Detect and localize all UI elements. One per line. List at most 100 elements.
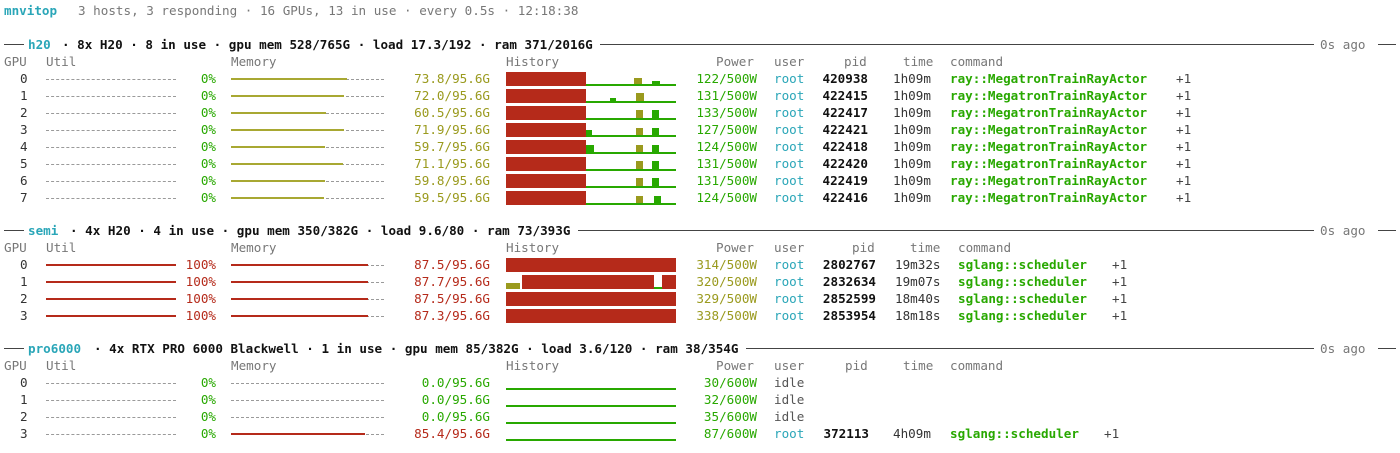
process-command[interactable]: ray::MegatronTrainRayActor — [950, 173, 1148, 188]
host-name: semi — [28, 223, 59, 238]
history-mark — [506, 89, 586, 103]
process-pid: 422420 — [822, 156, 869, 171]
gpu-index: 2 — [20, 291, 28, 306]
history-mark — [506, 422, 676, 424]
util-fill — [46, 298, 176, 300]
process-command[interactable]: sglang::scheduler — [950, 426, 1079, 441]
power-value: 131/500W — [696, 88, 757, 103]
host-name: h20 — [28, 37, 51, 52]
col-time: time — [903, 54, 934, 69]
gpu-index: 0 — [20, 257, 28, 272]
process-command[interactable]: ray::MegatronTrainRayActor — [950, 156, 1148, 171]
power-value: 35/600W — [703, 409, 757, 424]
user-name: root — [774, 105, 805, 120]
util-track — [46, 96, 176, 97]
util-track — [46, 417, 176, 418]
history-mark — [506, 140, 586, 154]
util-value: 0% — [200, 173, 216, 188]
user-name: root — [774, 426, 805, 441]
gpu-index: 2 — [20, 409, 28, 424]
gpu-index: 0 — [20, 375, 28, 390]
col-user: user — [774, 54, 805, 69]
process-pid: 2852599 — [822, 291, 876, 306]
power-value: 338/500W — [696, 308, 757, 323]
history-mark — [586, 135, 676, 137]
section-rule-right — [577, 230, 1314, 231]
process-command[interactable]: ray::MegatronTrainRayActor — [950, 71, 1148, 86]
history-mark — [586, 101, 676, 103]
col-command: command — [950, 54, 1004, 69]
col-power: Power — [716, 358, 754, 373]
history-mark — [652, 178, 659, 186]
history-mark — [506, 283, 520, 289]
mem-track — [231, 400, 384, 401]
process-time: 4h09m — [893, 426, 931, 441]
process-extra: +1 — [1112, 274, 1128, 289]
mem-value: 71.1/95.6G — [414, 156, 490, 171]
util-fill — [46, 281, 176, 283]
util-track — [46, 130, 176, 131]
col-util: Util — [46, 358, 77, 373]
process-pid: 422419 — [822, 173, 869, 188]
process-command[interactable]: ray::MegatronTrainRayActor — [950, 139, 1148, 154]
col-memory: Memory — [231, 54, 277, 69]
process-command[interactable]: sglang::scheduler — [958, 274, 1087, 289]
util-track — [46, 198, 176, 199]
process-extra: +1 — [1176, 88, 1192, 103]
mem-track — [231, 417, 384, 418]
util-value: 0% — [200, 156, 216, 171]
history-mark — [506, 123, 586, 137]
mem-fill — [231, 95, 344, 97]
power-value: 122/500W — [696, 71, 757, 86]
history-mark — [506, 106, 586, 120]
mem-fill — [231, 298, 369, 300]
process-command[interactable]: ray::MegatronTrainRayActor — [950, 105, 1148, 120]
process-command[interactable]: sglang::scheduler — [958, 308, 1087, 323]
host-age: 0s ago — [1320, 37, 1366, 52]
process-command[interactable]: ray::MegatronTrainRayActor — [950, 88, 1148, 103]
host-age: 0s ago — [1320, 341, 1366, 356]
history-mark — [506, 405, 676, 407]
process-extra: +1 — [1176, 139, 1192, 154]
mem-value: 87.3/95.6G — [414, 308, 490, 323]
process-command[interactable]: sglang::scheduler — [958, 257, 1087, 272]
process-extra: +1 — [1176, 105, 1192, 120]
power-value: 133/500W — [696, 105, 757, 120]
history-mark — [586, 130, 592, 135]
mem-value: 87.5/95.6G — [414, 257, 490, 272]
process-extra: +1 — [1112, 308, 1128, 323]
history-mark — [652, 110, 659, 118]
section-rule-tail — [1378, 348, 1396, 349]
col-gpu: GPU — [4, 240, 27, 255]
util-value: 0% — [200, 105, 216, 120]
process-pid: 372113 — [823, 426, 870, 441]
history-mark — [506, 174, 586, 188]
mem-fill — [231, 315, 368, 317]
gpu-index: 3 — [20, 308, 28, 323]
process-command[interactable]: sglang::scheduler — [958, 291, 1087, 306]
history-mark — [506, 157, 586, 171]
history-mark — [586, 186, 676, 188]
col-user: user — [774, 240, 805, 255]
user-idle: idle — [774, 409, 805, 424]
gpu-index: 3 — [20, 426, 28, 441]
process-extra: +1 — [1176, 71, 1192, 86]
process-extra: +1 — [1112, 257, 1128, 272]
process-pid: 422417 — [822, 105, 869, 120]
process-extra: +1 — [1176, 122, 1192, 137]
mem-value: 59.8/95.6G — [414, 173, 490, 188]
col-command: command — [950, 358, 1004, 373]
user-name: root — [774, 190, 805, 205]
history-mark — [652, 145, 659, 152]
history-mark — [636, 161, 643, 169]
power-value: 30/600W — [703, 375, 757, 390]
power-value: 127/500W — [696, 122, 757, 137]
history-mark — [586, 84, 676, 86]
process-command[interactable]: ray::MegatronTrainRayActor — [950, 122, 1148, 137]
history-mark — [636, 93, 644, 101]
power-value: 32/600W — [703, 392, 757, 407]
history-mark — [506, 388, 676, 390]
history-mark — [654, 196, 661, 203]
col-memory: Memory — [231, 240, 277, 255]
process-command[interactable]: ray::MegatronTrainRayActor — [950, 190, 1148, 205]
